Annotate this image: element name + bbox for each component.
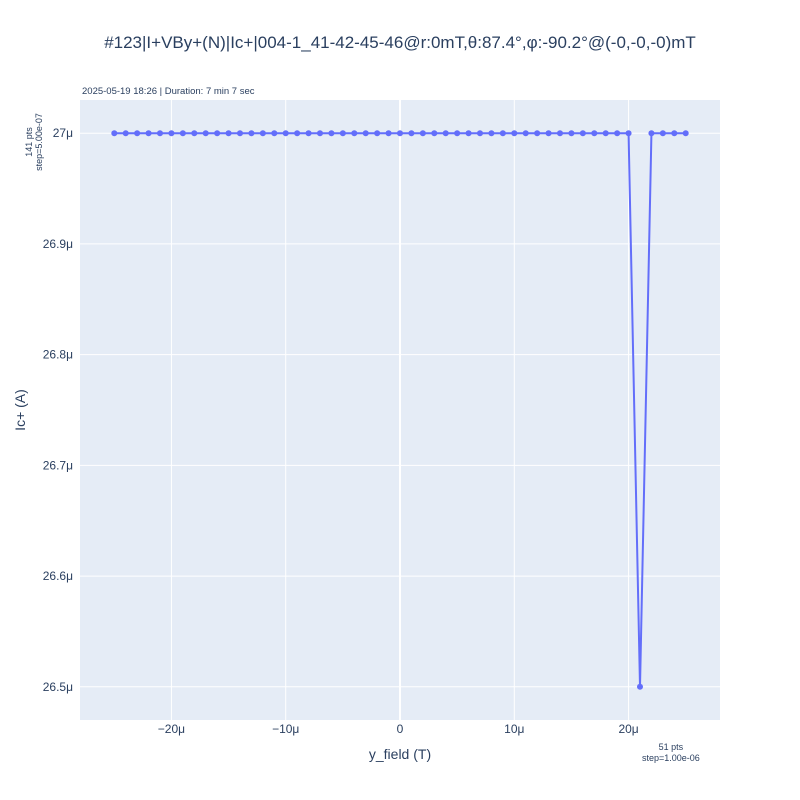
- data-point[interactable]: [374, 130, 381, 137]
- data-point[interactable]: [682, 130, 689, 137]
- x-axis-label: y_field (T): [368, 746, 432, 762]
- y-tick-label: 26.7μ: [43, 458, 73, 472]
- data-point[interactable]: [591, 130, 598, 137]
- data-point[interactable]: [397, 130, 403, 137]
- data-point[interactable]: [511, 130, 518, 137]
- chart-title: #123|I+VBy+(N)|Ic+|004-1_41-42-45-46@r:0…: [104, 33, 696, 52]
- data-point[interactable]: [625, 130, 632, 137]
- data-point[interactable]: [328, 130, 335, 137]
- y-axis-label: Ic+ (A): [12, 389, 28, 431]
- data-point[interactable]: [191, 130, 198, 137]
- data-point[interactable]: [488, 130, 495, 137]
- x-tick-labels: −20μ −10μ 0 10μ 20μ: [158, 722, 639, 736]
- data-point[interactable]: [385, 130, 392, 137]
- x-step-size: step=1.00e-06: [642, 753, 700, 763]
- data-point[interactable]: [237, 130, 243, 137]
- y-step-size: step=5.00e-07: [34, 113, 44, 171]
- data-point[interactable]: [157, 130, 163, 137]
- y-tick-label: 26.6μ: [43, 569, 73, 583]
- data-point[interactable]: [202, 130, 209, 137]
- chart-subtitle: 2025-05-19 18:26 | Duration: 7 min 7 sec: [82, 86, 255, 97]
- data-point[interactable]: [168, 130, 175, 137]
- data-point[interactable]: [111, 130, 118, 137]
- data-point[interactable]: [671, 130, 678, 137]
- data-point[interactable]: [454, 130, 461, 137]
- data-point[interactable]: [282, 130, 289, 137]
- data-point[interactable]: [145, 130, 152, 137]
- data-point[interactable]: [259, 130, 266, 137]
- data-point[interactable]: [648, 130, 655, 137]
- data-point[interactable]: [477, 130, 483, 137]
- data-point[interactable]: [134, 130, 141, 137]
- data-point[interactable]: [271, 130, 278, 137]
- data-point[interactable]: [179, 130, 186, 137]
- data-point[interactable]: [545, 130, 552, 137]
- x-tick-label: 0: [397, 722, 404, 736]
- data-point[interactable]: [614, 130, 621, 137]
- y-tick-labels: 26.5μ 26.6μ 26.7μ 26.8μ 26.9μ 27μ: [43, 126, 73, 694]
- grid-lines: [80, 100, 720, 720]
- y-points-count: 141 pts: [24, 127, 34, 157]
- data-point[interactable]: [339, 130, 346, 137]
- data-point[interactable]: [522, 130, 529, 137]
- data-point[interactable]: [557, 130, 563, 137]
- data-point[interactable]: [362, 130, 369, 137]
- y-tick-label: 26.8μ: [43, 348, 73, 362]
- data-point[interactable]: [225, 130, 232, 137]
- x-tick-label: 10μ: [504, 722, 524, 736]
- data-point[interactable]: [214, 130, 221, 137]
- data-point[interactable]: [408, 130, 415, 137]
- data-point[interactable]: [294, 130, 301, 137]
- data-point[interactable]: [442, 130, 449, 137]
- data-point[interactable]: [419, 130, 426, 137]
- data-point[interactable]: [534, 130, 541, 137]
- data-point[interactable]: [659, 130, 666, 137]
- data-point[interactable]: [499, 130, 506, 137]
- series-group: [111, 130, 689, 690]
- x-tick-label: −10μ: [272, 722, 299, 736]
- y-points-note: 141 pts step=5.00e-07: [24, 113, 44, 171]
- data-point[interactable]: [637, 683, 643, 690]
- y-tick-label: 26.5μ: [43, 680, 73, 694]
- data-point[interactable]: [579, 130, 586, 137]
- data-point[interactable]: [305, 130, 312, 137]
- data-point[interactable]: [317, 130, 323, 137]
- data-point[interactable]: [568, 130, 575, 137]
- data-point[interactable]: [122, 130, 129, 137]
- y-tick-label: 26.9μ: [43, 237, 73, 251]
- x-tick-label: 20μ: [618, 722, 638, 736]
- data-point[interactable]: [602, 130, 609, 137]
- x-tick-label: −20μ: [158, 722, 185, 736]
- data-point[interactable]: [351, 130, 358, 137]
- y-tick-label: 27μ: [53, 126, 73, 140]
- x-points-count: 51 pts: [658, 742, 684, 752]
- data-point[interactable]: [431, 130, 438, 137]
- data-point[interactable]: [248, 130, 255, 137]
- data-point[interactable]: [465, 130, 472, 137]
- x-points-note: 51 pts step=1.00e-06: [642, 742, 700, 764]
